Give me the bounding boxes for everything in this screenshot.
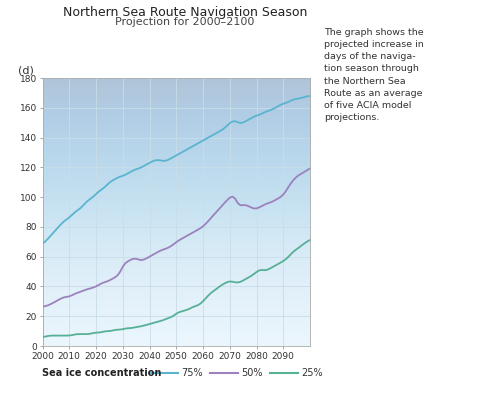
Text: 75%: 75% <box>182 368 203 378</box>
Text: Projection for 2000–2100: Projection for 2000–2100 <box>116 17 254 27</box>
Text: 25%: 25% <box>302 368 323 378</box>
Text: 50%: 50% <box>242 368 263 378</box>
Text: Northern Sea Route Navigation Season: Northern Sea Route Navigation Season <box>63 6 307 19</box>
Text: The graph shows the
projected increase in
days of the naviga-
tion season throug: The graph shows the projected increase i… <box>324 28 424 122</box>
Text: (d): (d) <box>18 65 34 75</box>
Text: Sea ice concentration: Sea ice concentration <box>42 368 162 378</box>
